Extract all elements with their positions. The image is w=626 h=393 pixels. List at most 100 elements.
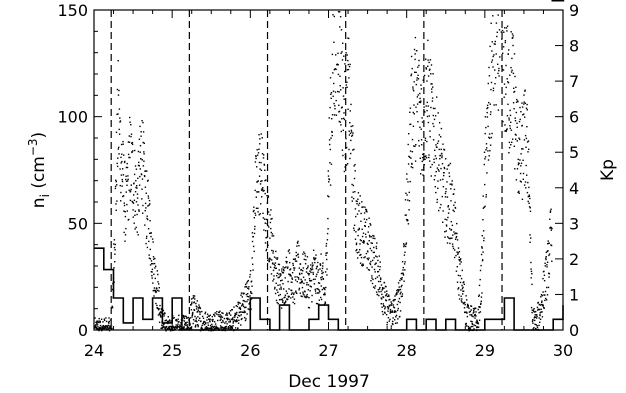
density-point xyxy=(253,206,255,208)
density-point xyxy=(443,166,445,169)
density-point xyxy=(258,148,260,150)
density-point xyxy=(289,269,291,271)
density-point xyxy=(481,246,483,248)
density-point xyxy=(125,178,127,181)
density-point xyxy=(510,121,512,123)
density-point xyxy=(148,240,150,243)
density-point xyxy=(403,254,406,256)
density-point xyxy=(427,75,430,77)
density-point xyxy=(243,292,245,295)
density-point xyxy=(307,272,309,275)
density-point xyxy=(350,129,353,132)
density-point xyxy=(270,227,272,230)
density-point xyxy=(152,256,155,258)
density-point xyxy=(439,179,442,181)
density-point xyxy=(133,173,136,176)
density-point xyxy=(356,203,358,205)
density-point xyxy=(375,255,377,257)
density-point xyxy=(306,268,308,270)
density-point xyxy=(226,314,228,316)
density-point xyxy=(128,156,130,159)
density-point xyxy=(327,170,329,172)
density-point xyxy=(311,268,314,270)
density-point xyxy=(114,243,116,246)
density-point xyxy=(238,301,240,304)
density-point xyxy=(151,277,153,279)
density-point xyxy=(148,257,151,259)
density-point xyxy=(379,277,382,279)
density-point xyxy=(467,306,469,308)
density-point xyxy=(384,308,386,310)
density-point xyxy=(361,235,364,238)
density-point xyxy=(316,265,318,267)
density-point xyxy=(235,305,237,307)
density-point xyxy=(383,281,386,284)
density-point xyxy=(462,286,464,288)
density-point xyxy=(318,292,320,294)
density-point xyxy=(475,315,477,317)
density-point xyxy=(531,311,533,314)
density-point xyxy=(158,308,160,310)
density-point xyxy=(365,209,368,211)
density-point xyxy=(248,286,250,288)
density-point xyxy=(149,248,151,251)
density-point xyxy=(375,262,377,264)
density-point xyxy=(436,142,439,144)
density-point xyxy=(285,266,287,268)
density-point xyxy=(195,317,198,319)
density-point xyxy=(158,287,160,289)
density-point xyxy=(240,318,243,321)
density-point xyxy=(268,260,271,262)
density-point xyxy=(460,277,463,280)
density-point xyxy=(450,221,452,223)
density-point xyxy=(134,228,136,230)
density-point xyxy=(452,234,454,236)
density-point xyxy=(377,259,379,262)
density-point xyxy=(154,289,156,292)
density-point xyxy=(466,306,468,308)
density-point xyxy=(363,212,366,214)
density-point xyxy=(121,180,124,183)
density-point xyxy=(352,149,354,151)
density-point xyxy=(396,309,399,312)
density-point xyxy=(495,22,498,24)
density-point xyxy=(290,275,292,277)
density-point xyxy=(276,272,279,274)
density-point xyxy=(225,325,228,328)
density-point xyxy=(434,175,436,177)
density-point xyxy=(381,298,383,300)
density-point xyxy=(115,131,118,133)
density-point xyxy=(236,311,238,314)
density-point xyxy=(333,82,335,85)
density-point xyxy=(504,129,507,132)
density-point xyxy=(449,183,451,185)
density-point xyxy=(385,299,388,302)
density-point xyxy=(260,189,263,191)
density-point xyxy=(138,165,140,167)
density-point xyxy=(245,318,247,320)
density-point xyxy=(290,293,293,295)
density-point xyxy=(404,199,407,201)
density-point xyxy=(300,278,302,281)
density-point xyxy=(414,160,417,162)
density-point xyxy=(550,208,552,210)
density-point xyxy=(367,243,369,246)
density-point xyxy=(255,196,257,198)
density-point xyxy=(533,311,536,313)
density-point xyxy=(438,209,440,212)
density-point xyxy=(300,295,302,297)
density-point xyxy=(432,139,435,141)
density-point xyxy=(258,175,261,177)
density-point xyxy=(385,286,387,288)
density-point xyxy=(535,324,537,326)
density-point xyxy=(147,218,149,221)
density-point xyxy=(370,260,372,263)
density-point xyxy=(302,291,304,293)
density-point xyxy=(460,295,462,297)
density-point xyxy=(125,175,127,177)
density-point xyxy=(220,321,223,324)
density-point xyxy=(540,296,542,298)
density-point xyxy=(437,180,439,182)
density-point xyxy=(129,121,131,123)
density-point xyxy=(232,319,234,321)
